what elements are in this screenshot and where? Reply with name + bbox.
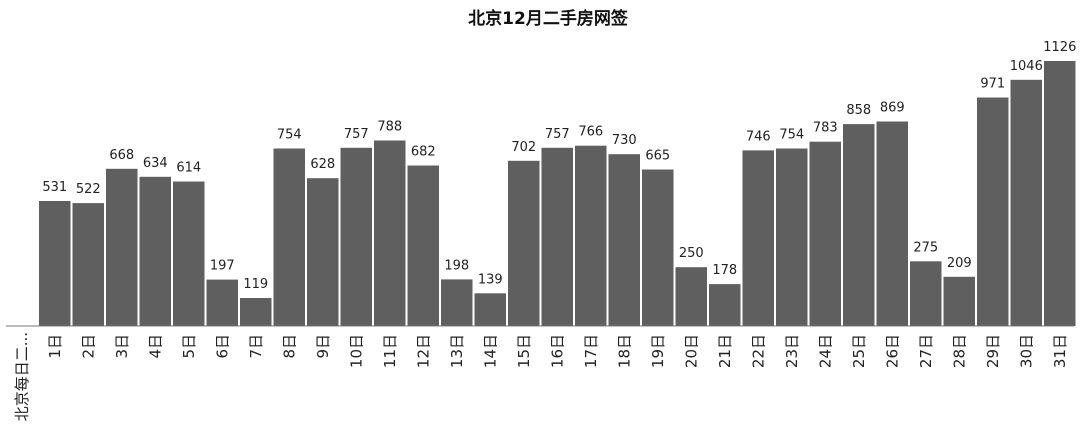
- x-tick-label-13: 13日: [448, 334, 466, 368]
- value-label-7: 119: [243, 277, 268, 292]
- value-label-3: 668: [109, 148, 134, 163]
- x-tick-label-22: 22日: [749, 334, 767, 368]
- x-tick-label-17: 17日: [582, 334, 600, 368]
- value-label-4: 634: [143, 156, 168, 171]
- value-label-17: 766: [578, 125, 603, 140]
- value-label-15: 702: [511, 140, 536, 155]
- x-tick-label-10: 10日: [347, 334, 365, 368]
- x-tick-label-21: 21日: [716, 334, 734, 368]
- bar-22: [742, 150, 774, 326]
- x-tick-label-15: 15日: [515, 334, 533, 368]
- value-label-26: 869: [880, 101, 905, 116]
- value-label-8: 754: [277, 128, 302, 143]
- value-label-11: 788: [377, 120, 402, 135]
- x-tick-label-11: 11日: [381, 334, 399, 368]
- bar-21: [709, 284, 741, 326]
- bars-group: [39, 61, 1076, 326]
- x-tick-label-7: 7日: [247, 334, 265, 359]
- value-label-31: 1126: [1043, 40, 1076, 55]
- x-tick-label-12: 12日: [414, 334, 432, 368]
- value-label-23: 754: [779, 128, 804, 143]
- x-tick-label-9: 9日: [314, 334, 332, 359]
- value-labels-group: 531 522 668 634 614 197 119 754 628 757 788 682 198 1…: [42, 40, 1076, 292]
- value-label-9: 628: [310, 157, 335, 172]
- bar-16: [541, 147, 573, 326]
- bar-15: [508, 160, 540, 326]
- x-tick-label-20: 20日: [682, 334, 700, 368]
- bar-5: [173, 181, 205, 326]
- bar-7: [240, 298, 272, 326]
- bar-25: [843, 124, 875, 326]
- value-label-18: 730: [612, 133, 637, 148]
- x-tick-label-1: 1日: [46, 334, 64, 359]
- bar-11: [374, 140, 406, 326]
- x-tick-label-28: 28日: [950, 334, 968, 368]
- value-label-24: 783: [813, 121, 838, 136]
- value-label-19: 665: [645, 149, 670, 164]
- value-label-16: 757: [545, 127, 570, 142]
- bar-2: [72, 203, 104, 326]
- value-label-6: 197: [210, 259, 235, 274]
- x-tick-label-19: 19日: [649, 334, 667, 368]
- value-label-29: 971: [980, 77, 1005, 92]
- x-tick-label-8: 8日: [280, 334, 298, 359]
- bar-24: [809, 141, 841, 326]
- series-label: 北京每日二...: [13, 332, 31, 421]
- x-tick-label-26: 26日: [883, 334, 901, 368]
- bar-17: [575, 145, 607, 326]
- x-tick-label-3: 3日: [113, 334, 131, 359]
- value-label-1: 531: [42, 180, 67, 195]
- bar-12: [407, 165, 439, 326]
- value-label-20: 250: [679, 246, 704, 261]
- value-label-25: 858: [846, 103, 871, 118]
- x-tick-label-6: 6日: [213, 334, 231, 359]
- bar-18: [608, 154, 640, 326]
- x-tick-label-2: 2日: [79, 334, 97, 359]
- value-label-2: 522: [76, 182, 101, 197]
- bar-1: [39, 201, 71, 326]
- x-tick-labels-group: 1日 2日 3日 4日 5日 6日 7日 8日 9日 10日 11日 12日 13日 14日 15日 16日 1…: [46, 334, 1069, 368]
- value-label-13: 198: [444, 258, 469, 273]
- chart-title: 北京12月二手房网签: [468, 8, 629, 29]
- bar-27: [910, 261, 942, 326]
- x-tick-label-25: 25日: [850, 334, 868, 368]
- value-label-21: 178: [712, 263, 737, 278]
- bar-10: [340, 147, 372, 326]
- x-tick-label-23: 23日: [783, 334, 801, 368]
- value-label-22: 746: [746, 129, 771, 144]
- x-tick-label-18: 18日: [615, 334, 633, 368]
- bar-31: [1044, 61, 1076, 326]
- value-label-10: 757: [344, 127, 369, 142]
- bar-4: [139, 176, 171, 326]
- x-tick-label-5: 5日: [180, 334, 198, 359]
- value-label-28: 209: [947, 256, 972, 271]
- bar-9: [307, 178, 339, 326]
- x-tick-label-27: 27日: [917, 334, 935, 368]
- x-tick-label-24: 24日: [816, 334, 834, 368]
- x-tick-label-30: 30日: [1017, 334, 1035, 368]
- bar-13: [441, 279, 473, 326]
- value-label-5: 614: [176, 161, 201, 176]
- x-tick-label-14: 14日: [481, 334, 499, 368]
- bar-29: [977, 97, 1009, 326]
- bar-8: [273, 148, 305, 326]
- bar-14: [474, 293, 506, 326]
- value-label-14: 139: [478, 272, 503, 287]
- value-label-27: 275: [913, 240, 938, 255]
- x-tick-label-4: 4日: [146, 334, 164, 359]
- bar-6: [206, 279, 238, 326]
- x-tick-label-29: 29日: [984, 334, 1002, 368]
- x-tick-label-31: 31日: [1051, 334, 1069, 368]
- bar-3: [106, 168, 138, 326]
- bar-23: [776, 148, 808, 326]
- bar-26: [876, 121, 908, 326]
- value-label-30: 1046: [1010, 59, 1043, 74]
- value-label-12: 682: [411, 145, 436, 160]
- bar-20: [675, 267, 707, 326]
- bar-30: [1010, 79, 1042, 326]
- x-tick-label-16: 16日: [548, 334, 566, 368]
- bar-28: [943, 276, 975, 326]
- bar-19: [642, 169, 674, 326]
